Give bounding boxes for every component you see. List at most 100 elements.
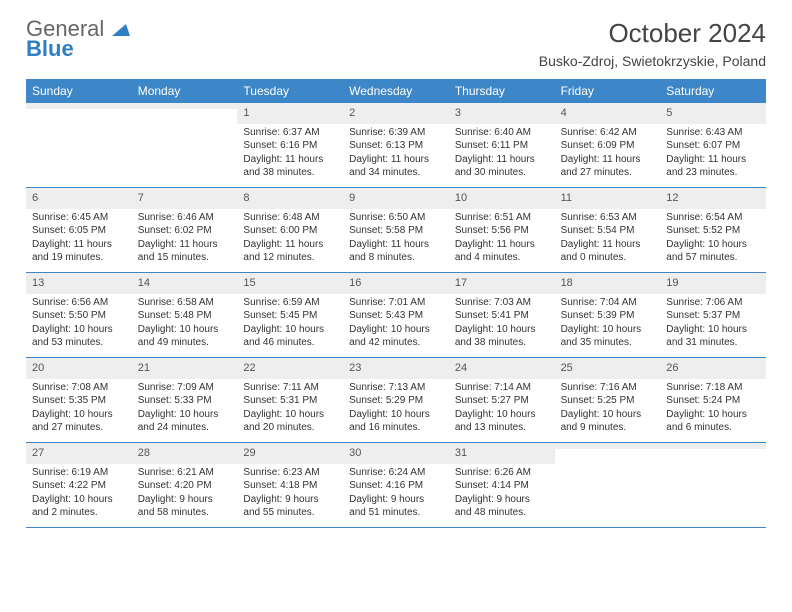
daylight-text: Daylight: 10 hours and 57 minutes. — [666, 238, 760, 265]
day-number: 26 — [660, 358, 766, 379]
title-block: October 2024 Busko-Zdroj, Swietokrzyskie… — [539, 18, 766, 69]
day-body: Sunrise: 6:19 AMSunset: 4:22 PMDaylight:… — [26, 464, 132, 524]
sunset-text: Sunset: 6:05 PM — [32, 224, 126, 238]
sunset-text: Sunset: 5:58 PM — [349, 224, 443, 238]
sunset-text: Sunset: 5:45 PM — [243, 309, 337, 323]
day-body: Sunrise: 6:58 AMSunset: 5:48 PMDaylight:… — [132, 294, 238, 354]
daylight-text: Daylight: 9 hours and 51 minutes. — [349, 493, 443, 520]
daylight-text: Daylight: 10 hours and 49 minutes. — [138, 323, 232, 350]
sunset-text: Sunset: 5:50 PM — [32, 309, 126, 323]
logo-triangle-icon — [112, 16, 130, 41]
daylight-text: Daylight: 11 hours and 15 minutes. — [138, 238, 232, 265]
day-body: Sunrise: 6:23 AMSunset: 4:18 PMDaylight:… — [237, 464, 343, 524]
day-number: 11 — [555, 188, 661, 209]
sunrise-text: Sunrise: 7:13 AM — [349, 381, 443, 395]
day-number: 8 — [237, 188, 343, 209]
daylight-text: Daylight: 9 hours and 58 minutes. — [138, 493, 232, 520]
day-cell: 27Sunrise: 6:19 AMSunset: 4:22 PMDayligh… — [26, 443, 132, 527]
day-body: Sunrise: 7:04 AMSunset: 5:39 PMDaylight:… — [555, 294, 661, 354]
day-cell: 9Sunrise: 6:50 AMSunset: 5:58 PMDaylight… — [343, 188, 449, 272]
sunset-text: Sunset: 5:33 PM — [138, 394, 232, 408]
day-number: 14 — [132, 273, 238, 294]
sunrise-text: Sunrise: 6:42 AM — [561, 126, 655, 140]
week-row: 20Sunrise: 7:08 AMSunset: 5:35 PMDayligh… — [26, 358, 766, 443]
sunset-text: Sunset: 5:27 PM — [455, 394, 549, 408]
sunrise-text: Sunrise: 6:21 AM — [138, 466, 232, 480]
sunset-text: Sunset: 5:39 PM — [561, 309, 655, 323]
day-number: 20 — [26, 358, 132, 379]
weekday-tuesday: Tuesday — [237, 79, 343, 103]
day-body: Sunrise: 6:43 AMSunset: 6:07 PMDaylight:… — [660, 124, 766, 184]
day-body: Sunrise: 7:11 AMSunset: 5:31 PMDaylight:… — [237, 379, 343, 439]
day-number: 1 — [237, 103, 343, 124]
day-body: Sunrise: 6:59 AMSunset: 5:45 PMDaylight:… — [237, 294, 343, 354]
daylight-text: Daylight: 9 hours and 55 minutes. — [243, 493, 337, 520]
day-body: Sunrise: 6:37 AMSunset: 6:16 PMDaylight:… — [237, 124, 343, 184]
day-cell: 25Sunrise: 7:16 AMSunset: 5:25 PMDayligh… — [555, 358, 661, 442]
day-body: Sunrise: 7:16 AMSunset: 5:25 PMDaylight:… — [555, 379, 661, 439]
daylight-text: Daylight: 10 hours and 9 minutes. — [561, 408, 655, 435]
day-body: Sunrise: 7:14 AMSunset: 5:27 PMDaylight:… — [449, 379, 555, 439]
day-number: 3 — [449, 103, 555, 124]
day-body: Sunrise: 6:21 AMSunset: 4:20 PMDaylight:… — [132, 464, 238, 524]
weeks: 1Sunrise: 6:37 AMSunset: 6:16 PMDaylight… — [26, 103, 766, 528]
sunset-text: Sunset: 6:09 PM — [561, 139, 655, 153]
sunrise-text: Sunrise: 7:16 AM — [561, 381, 655, 395]
location: Busko-Zdroj, Swietokrzyskie, Poland — [539, 53, 766, 69]
day-body: Sunrise: 7:13 AMSunset: 5:29 PMDaylight:… — [343, 379, 449, 439]
day-body: Sunrise: 6:26 AMSunset: 4:14 PMDaylight:… — [449, 464, 555, 524]
sunrise-text: Sunrise: 7:14 AM — [455, 381, 549, 395]
weekday-saturday: Saturday — [660, 79, 766, 103]
day-cell: 19Sunrise: 7:06 AMSunset: 5:37 PMDayligh… — [660, 273, 766, 357]
day-body: Sunrise: 7:01 AMSunset: 5:43 PMDaylight:… — [343, 294, 449, 354]
sunset-text: Sunset: 5:54 PM — [561, 224, 655, 238]
sunrise-text: Sunrise: 6:23 AM — [243, 466, 337, 480]
day-number: 9 — [343, 188, 449, 209]
day-number: 18 — [555, 273, 661, 294]
daylight-text: Daylight: 10 hours and 20 minutes. — [243, 408, 337, 435]
day-cell: 21Sunrise: 7:09 AMSunset: 5:33 PMDayligh… — [132, 358, 238, 442]
day-body — [660, 449, 766, 455]
day-number: 29 — [237, 443, 343, 464]
day-number: 15 — [237, 273, 343, 294]
sunset-text: Sunset: 4:18 PM — [243, 479, 337, 493]
sunset-text: Sunset: 5:31 PM — [243, 394, 337, 408]
day-body: Sunrise: 6:45 AMSunset: 6:05 PMDaylight:… — [26, 209, 132, 269]
sunset-text: Sunset: 6:16 PM — [243, 139, 337, 153]
sunset-text: Sunset: 5:43 PM — [349, 309, 443, 323]
sunset-text: Sunset: 5:56 PM — [455, 224, 549, 238]
daylight-text: Daylight: 10 hours and 13 minutes. — [455, 408, 549, 435]
sunrise-text: Sunrise: 6:43 AM — [666, 126, 760, 140]
day-number: 23 — [343, 358, 449, 379]
day-body: Sunrise: 6:40 AMSunset: 6:11 PMDaylight:… — [449, 124, 555, 184]
daylight-text: Daylight: 11 hours and 30 minutes. — [455, 153, 549, 180]
sunset-text: Sunset: 5:52 PM — [666, 224, 760, 238]
day-cell: 20Sunrise: 7:08 AMSunset: 5:35 PMDayligh… — [26, 358, 132, 442]
week-row: 13Sunrise: 6:56 AMSunset: 5:50 PMDayligh… — [26, 273, 766, 358]
week-row: 1Sunrise: 6:37 AMSunset: 6:16 PMDaylight… — [26, 103, 766, 188]
weekday-wednesday: Wednesday — [343, 79, 449, 103]
day-body: Sunrise: 6:39 AMSunset: 6:13 PMDaylight:… — [343, 124, 449, 184]
daylight-text: Daylight: 10 hours and 2 minutes. — [32, 493, 126, 520]
weekday-friday: Friday — [555, 79, 661, 103]
daylight-text: Daylight: 10 hours and 46 minutes. — [243, 323, 337, 350]
month-title: October 2024 — [539, 18, 766, 49]
day-cell: 29Sunrise: 6:23 AMSunset: 4:18 PMDayligh… — [237, 443, 343, 527]
sunrise-text: Sunrise: 6:40 AM — [455, 126, 549, 140]
sunrise-text: Sunrise: 6:51 AM — [455, 211, 549, 225]
day-cell — [26, 103, 132, 187]
daylight-text: Daylight: 10 hours and 31 minutes. — [666, 323, 760, 350]
day-body: Sunrise: 6:24 AMSunset: 4:16 PMDaylight:… — [343, 464, 449, 524]
day-body: Sunrise: 6:54 AMSunset: 5:52 PMDaylight:… — [660, 209, 766, 269]
day-cell: 24Sunrise: 7:14 AMSunset: 5:27 PMDayligh… — [449, 358, 555, 442]
sunrise-text: Sunrise: 7:01 AM — [349, 296, 443, 310]
day-number: 22 — [237, 358, 343, 379]
day-number: 25 — [555, 358, 661, 379]
daylight-text: Daylight: 10 hours and 35 minutes. — [561, 323, 655, 350]
sunset-text: Sunset: 4:20 PM — [138, 479, 232, 493]
week-row: 27Sunrise: 6:19 AMSunset: 4:22 PMDayligh… — [26, 443, 766, 528]
daylight-text: Daylight: 11 hours and 4 minutes. — [455, 238, 549, 265]
sunset-text: Sunset: 4:14 PM — [455, 479, 549, 493]
daylight-text: Daylight: 10 hours and 24 minutes. — [138, 408, 232, 435]
sunset-text: Sunset: 5:48 PM — [138, 309, 232, 323]
